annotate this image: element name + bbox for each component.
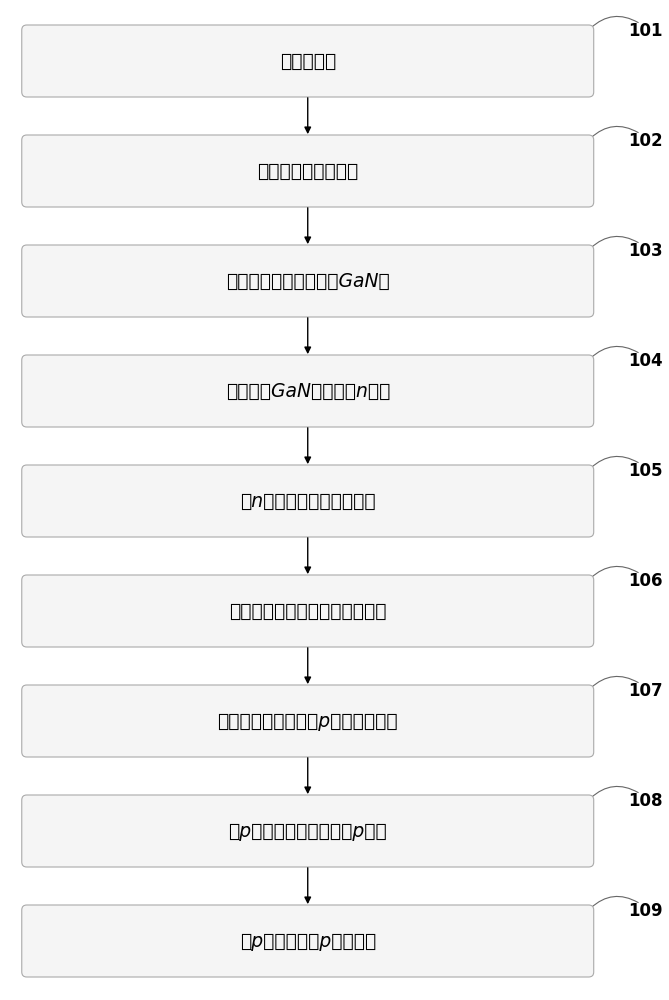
Text: 106: 106 bbox=[628, 572, 663, 590]
FancyBboxPatch shape bbox=[22, 465, 593, 537]
Text: 在p型电子阻挡层上生长p型层: 在p型电子阻挡层上生长p型层 bbox=[228, 822, 387, 841]
Text: 在衬底上生长缓冲层: 在衬底上生长缓冲层 bbox=[257, 162, 359, 181]
FancyBboxPatch shape bbox=[22, 355, 593, 427]
FancyBboxPatch shape bbox=[22, 905, 593, 977]
Text: 在多量子阱层上生长p型电子阻挡层: 在多量子阱层上生长p型电子阻挡层 bbox=[217, 712, 398, 731]
FancyBboxPatch shape bbox=[22, 575, 593, 647]
Text: 提供一衬底: 提供一衬底 bbox=[280, 51, 336, 70]
Text: 104: 104 bbox=[628, 352, 663, 370]
Text: 108: 108 bbox=[628, 792, 663, 810]
FancyBboxPatch shape bbox=[22, 795, 593, 867]
Text: 在未掺杂GaN层上生长n型层: 在未掺杂GaN层上生长n型层 bbox=[225, 382, 390, 401]
Text: 109: 109 bbox=[628, 902, 663, 920]
Text: 在缓冲层上生长未掺杂GaN层: 在缓冲层上生长未掺杂GaN层 bbox=[226, 271, 389, 290]
Text: 在n型层上生长应力释放层: 在n型层上生长应力释放层 bbox=[240, 492, 375, 511]
FancyBboxPatch shape bbox=[22, 135, 593, 207]
Text: 在应力释放层上生长多量子阱层: 在应力释放层上生长多量子阱层 bbox=[229, 602, 387, 620]
Text: 103: 103 bbox=[628, 242, 663, 260]
Text: 101: 101 bbox=[628, 22, 663, 40]
Text: 102: 102 bbox=[628, 132, 663, 150]
Text: 在p型层上生长p型接触层: 在p型层上生长p型接触层 bbox=[240, 932, 376, 951]
FancyBboxPatch shape bbox=[22, 245, 593, 317]
Text: 105: 105 bbox=[628, 462, 663, 480]
FancyBboxPatch shape bbox=[22, 25, 593, 97]
Text: 107: 107 bbox=[628, 682, 663, 700]
FancyBboxPatch shape bbox=[22, 685, 593, 757]
